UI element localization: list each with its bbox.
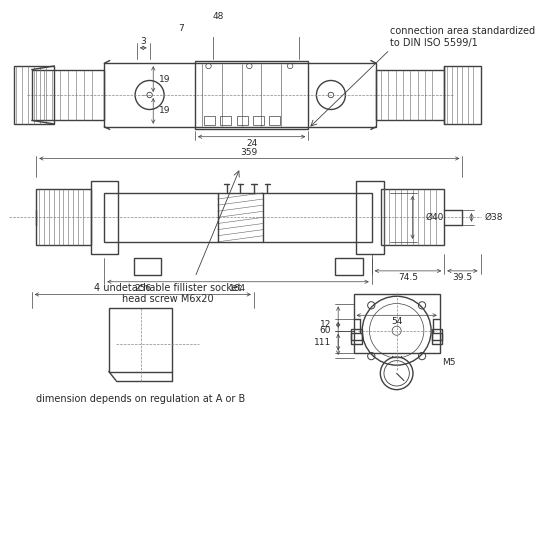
Bar [270,116,280,125]
Bar [195,61,308,129]
Text: 19: 19 [158,106,170,115]
Bar [36,189,91,245]
Bar [432,334,442,345]
Bar [253,116,264,125]
Text: 74.5: 74.5 [398,273,418,282]
Bar [14,66,54,124]
Text: 256: 256 [134,284,151,293]
Text: 12: 12 [320,320,331,329]
Text: 39.5: 39.5 [452,273,472,282]
Bar [134,258,161,274]
Text: 164: 164 [229,284,246,293]
Bar [104,63,376,127]
Text: connection area standardized
to DIN ISO 5599/1: connection area standardized to DIN ISO … [390,26,535,48]
Bar [109,308,172,372]
Bar [351,334,362,345]
Bar [432,329,442,340]
Text: 111: 111 [314,337,331,347]
Text: 359: 359 [241,147,258,157]
Text: 60: 60 [320,326,331,335]
Bar [356,181,383,254]
Bar [444,66,481,124]
Bar [381,189,444,245]
Bar [221,116,231,125]
Bar [351,329,362,340]
Text: 24: 24 [246,138,257,147]
Bar [376,70,444,120]
Bar [104,193,372,242]
Text: 4 undetachable fillister socket
head screw M6x20: 4 undetachable fillister socket head scr… [94,283,241,304]
Bar [32,70,105,120]
Bar [354,295,439,353]
Text: M5: M5 [442,358,456,367]
Bar [204,116,215,125]
Bar [91,181,118,254]
Bar [236,116,248,125]
Text: 3: 3 [140,37,146,46]
Text: dimension depends on regulation at A or B: dimension depends on regulation at A or … [36,394,245,404]
Text: 48: 48 [212,12,224,20]
Bar [336,258,362,274]
Text: 7: 7 [178,24,184,33]
Text: Ø40: Ø40 [425,213,444,222]
Text: 19: 19 [158,75,170,84]
Text: Ø38: Ø38 [484,213,503,222]
Text: 54: 54 [391,317,403,326]
